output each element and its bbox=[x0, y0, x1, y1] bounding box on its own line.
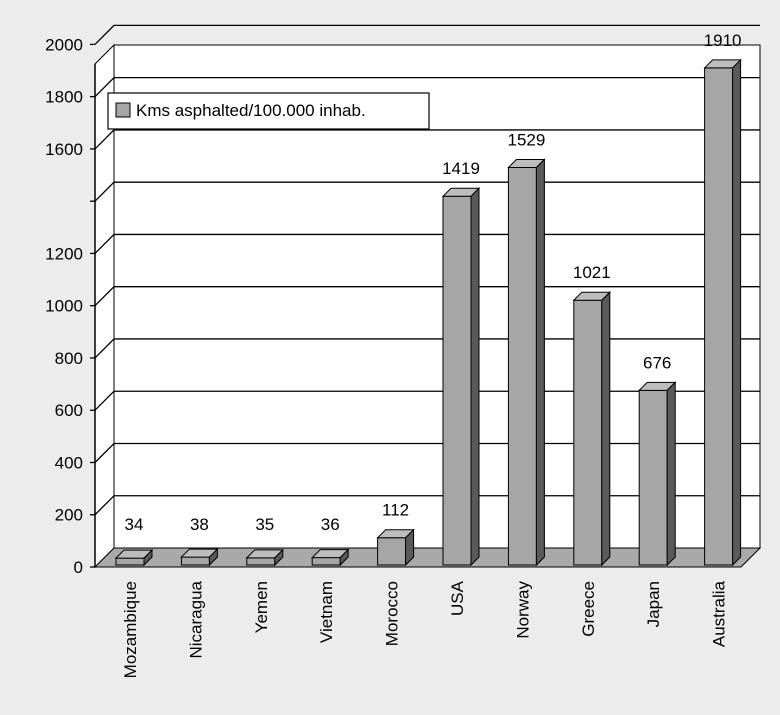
bar-side bbox=[405, 528, 415, 567]
data-label: 38 bbox=[190, 515, 209, 534]
data-label: 1419 bbox=[442, 159, 480, 178]
bar-vietnam bbox=[310, 548, 350, 567]
gridline bbox=[94, 129, 760, 150]
bar-side bbox=[535, 158, 545, 567]
data-label: 112 bbox=[382, 501, 409, 520]
bar-front bbox=[311, 557, 341, 566]
y-tick-label: 2000 bbox=[45, 35, 83, 54]
data-label: 35 bbox=[255, 515, 274, 534]
bar-front bbox=[115, 557, 145, 566]
bar-japan bbox=[637, 381, 677, 567]
bar-front bbox=[180, 556, 210, 566]
bar-mozambique bbox=[114, 548, 154, 567]
x-tick-label: Australia bbox=[710, 580, 729, 647]
x-tick-label: Morocco bbox=[383, 581, 402, 646]
bar-nicaragua bbox=[180, 547, 219, 567]
y-tick-label: 800 bbox=[55, 349, 83, 368]
gridline bbox=[94, 24, 760, 45]
data-label: 1021 bbox=[573, 263, 611, 282]
y-tick-label: 200 bbox=[55, 506, 83, 525]
y-tick-label: 1200 bbox=[45, 244, 83, 263]
bar-australia bbox=[703, 58, 742, 567]
legend-label: Kms asphalted/100.000 inhab. bbox=[136, 101, 366, 120]
bar-norway bbox=[507, 158, 546, 567]
x-tick-label: Yemen bbox=[252, 581, 271, 633]
y-tick-label: 1000 bbox=[45, 297, 83, 316]
bar-side bbox=[339, 548, 349, 567]
data-label: 676 bbox=[643, 353, 671, 372]
legend-box bbox=[107, 92, 430, 130]
x-tick-label: USA bbox=[448, 580, 467, 616]
y-tick-label: 600 bbox=[55, 401, 83, 420]
x-tick-label: Vietnam bbox=[317, 581, 336, 643]
y-tick-label: 1600 bbox=[45, 140, 83, 159]
bar-front bbox=[442, 195, 472, 566]
gridline bbox=[94, 77, 760, 98]
bar-yemen bbox=[245, 548, 285, 567]
data-labels: 34 38 35 36 112 1419 1529 1021 676 1910 bbox=[125, 31, 742, 534]
bar-front bbox=[704, 67, 734, 566]
data-label: 1910 bbox=[704, 31, 742, 50]
data-label: 34 bbox=[125, 515, 144, 534]
bar-greece bbox=[572, 291, 612, 567]
data-label: 1529 bbox=[507, 130, 545, 149]
bar-morocco bbox=[376, 528, 415, 567]
x-tick-label: Mozambique bbox=[121, 581, 140, 678]
bar-side bbox=[601, 291, 611, 567]
bar-side bbox=[143, 548, 153, 567]
y-tick-label: 400 bbox=[55, 453, 83, 472]
bar-side bbox=[208, 547, 218, 567]
legend-swatch bbox=[115, 102, 131, 118]
bars bbox=[114, 58, 742, 567]
x-tick-label: Japan bbox=[644, 581, 663, 627]
x-tick-label: Nicaragua bbox=[186, 580, 205, 658]
data-label: 36 bbox=[321, 515, 340, 534]
y-axis: 0 200 400 600 800 1000 1200 1600 1800 2000 bbox=[45, 35, 96, 577]
x-tick-label: Greece bbox=[579, 581, 598, 637]
x-tick-label: Norway bbox=[513, 581, 532, 639]
bar-usa bbox=[441, 187, 481, 567]
bar-side bbox=[666, 381, 676, 567]
bar-front bbox=[377, 537, 407, 566]
bar-front bbox=[638, 389, 668, 566]
x-axis: Mozambique Nicaragua Yemen Vietnam Morocco US… bbox=[121, 580, 729, 678]
bar-front bbox=[246, 557, 276, 566]
legend: Kms asphalted/100.000 inhab. bbox=[107, 92, 430, 130]
y-tick-label: 1800 bbox=[45, 88, 83, 107]
bar-side bbox=[274, 548, 284, 567]
bar-front bbox=[573, 299, 603, 566]
bar-side bbox=[470, 187, 480, 567]
bar-front bbox=[507, 166, 537, 566]
y-tick-label: 0 bbox=[74, 558, 83, 577]
bar-side bbox=[732, 58, 742, 567]
